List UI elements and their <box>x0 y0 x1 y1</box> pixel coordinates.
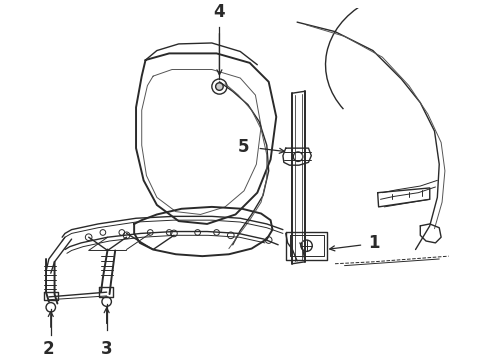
Text: 3: 3 <box>101 339 113 357</box>
Text: 5: 5 <box>238 138 250 156</box>
Text: 1: 1 <box>368 234 380 252</box>
Text: 4: 4 <box>214 3 225 21</box>
Circle shape <box>216 83 223 90</box>
Text: 2: 2 <box>43 339 55 357</box>
